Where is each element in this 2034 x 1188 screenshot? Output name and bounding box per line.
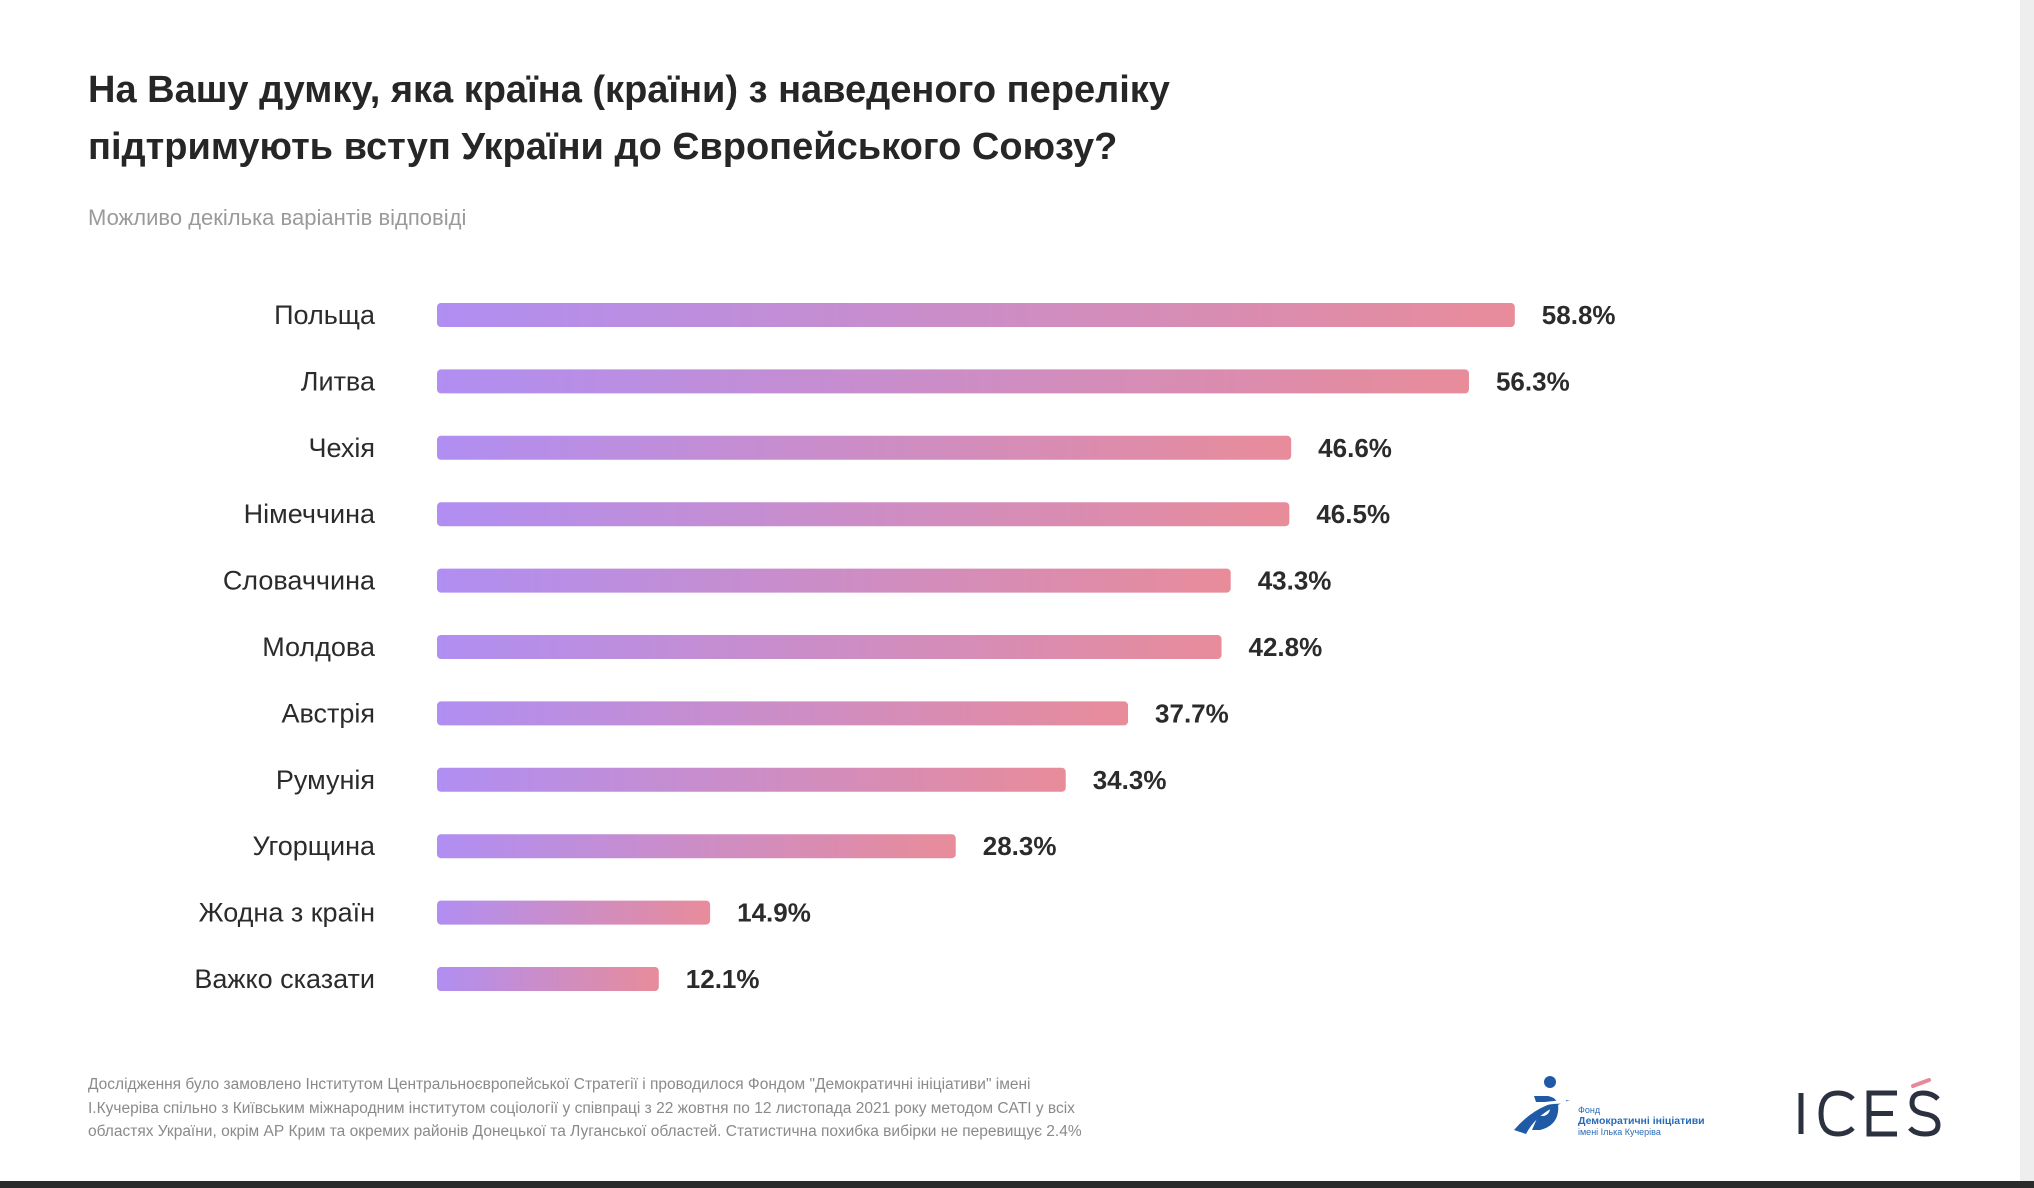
bar: [437, 767, 1066, 792]
category-label: Жодна з країн: [199, 898, 375, 928]
dif-emblem-icon: [1514, 1076, 1570, 1134]
value-label: 43.3%: [1258, 566, 1332, 596]
bar: [437, 635, 1222, 659]
category-label: Словаччина: [223, 566, 376, 596]
bar: [437, 568, 1231, 593]
chart-subtitle: Можливо декілька варіантів відповіді: [88, 205, 467, 230]
value-label: 34.3%: [1093, 765, 1167, 795]
category-label: Угорщина: [253, 831, 376, 861]
value-label: 46.6%: [1318, 433, 1392, 463]
bar: [437, 701, 1129, 726]
value-label: 56.3%: [1496, 366, 1570, 396]
chart-title: На Вашу думку, яка країна (країни) з нав…: [88, 62, 1328, 176]
value-label: 58.8%: [1542, 300, 1616, 330]
chart-title-line-2: підтримують вступ України до Європейсько…: [88, 126, 1118, 168]
footnote: Дослідження було замовлено Інститутом Це…: [88, 1073, 1248, 1144]
frame-right-edge: [2020, 0, 2034, 1188]
value-label: 14.9%: [737, 898, 811, 928]
dif-logo-line-2: Демократичні ініціативи: [1578, 1115, 1705, 1127]
ices-logo: [1795, 1078, 1945, 1140]
value-label: 37.7%: [1155, 698, 1229, 728]
category-label: Польща: [274, 300, 376, 330]
bar: [437, 834, 956, 859]
category-label: Чехія: [308, 433, 375, 463]
value-label: 12.1%: [686, 964, 760, 994]
bar-chart: Польща 58.8% Литва 56.3% Чехія 46.6% Німеччина…: [194, 300, 1615, 994]
value-label: 28.3%: [983, 831, 1057, 861]
bars-group: Польща 58.8% Литва 56.3% Чехія 46.6% Німеччина…: [194, 300, 1615, 994]
footnote-line: І.Кучеріва спільно з Київським міжнародн…: [88, 1099, 1075, 1117]
dif-logo-line-1: Фонд: [1578, 1105, 1601, 1115]
category-label: Молдова: [262, 632, 376, 662]
value-label: 46.5%: [1316, 499, 1390, 529]
footnote-line: Дослідження було замовлено Інститутом Це…: [88, 1076, 1031, 1093]
footnote-line: областях України, окрім АР Крим та окрем…: [88, 1123, 1082, 1140]
dif-logo-line-3: імені Ілька Кучеріва: [1578, 1127, 1661, 1137]
bar: [437, 967, 659, 991]
frame-bottom-edge: [0, 1181, 2034, 1188]
bar: [437, 900, 711, 925]
bar: [437, 502, 1290, 527]
chart-title-line-1: На Вашу думку, яка країна (країни) з нав…: [88, 69, 1170, 111]
value-label: 42.8%: [1249, 632, 1323, 662]
category-label: Румунія: [276, 765, 375, 795]
category-label: Важко сказати: [194, 964, 375, 994]
democratic-initiatives-logo: Фонд Демократичні ініціативи імені Ілька…: [1508, 1072, 1728, 1142]
bar: [437, 303, 1515, 327]
category-label: Австрія: [281, 698, 375, 728]
bar: [437, 369, 1469, 394]
category-label: Литва: [301, 366, 376, 396]
category-label: Німеччина: [244, 499, 376, 529]
ices-wordmark-icon: [1798, 1078, 1941, 1137]
bar: [437, 435, 1292, 460]
